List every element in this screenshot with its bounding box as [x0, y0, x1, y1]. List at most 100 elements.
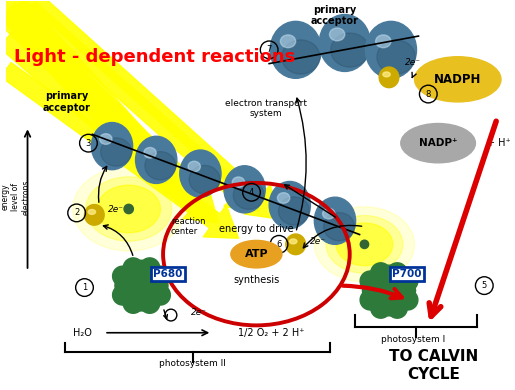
Ellipse shape: [113, 266, 133, 286]
Ellipse shape: [379, 296, 399, 316]
Text: 2e⁻: 2e⁻: [405, 58, 421, 67]
Ellipse shape: [131, 260, 151, 280]
Ellipse shape: [314, 197, 355, 245]
Ellipse shape: [270, 21, 321, 78]
Ellipse shape: [401, 124, 475, 163]
FancyArrowPatch shape: [98, 167, 107, 202]
FancyArrowPatch shape: [296, 98, 306, 230]
Ellipse shape: [371, 298, 391, 318]
Ellipse shape: [113, 285, 133, 305]
Ellipse shape: [330, 28, 345, 41]
Ellipse shape: [231, 240, 282, 268]
Text: synthesis: synthesis: [233, 275, 280, 285]
Ellipse shape: [150, 285, 170, 305]
Ellipse shape: [279, 197, 310, 225]
FancyArrow shape: [0, 0, 173, 184]
Text: primary
acceptor: primary acceptor: [43, 91, 91, 113]
Text: 5: 5: [482, 281, 487, 290]
Text: 2: 2: [74, 208, 79, 217]
Ellipse shape: [286, 234, 305, 255]
Ellipse shape: [319, 14, 370, 71]
Ellipse shape: [131, 276, 151, 296]
Ellipse shape: [88, 209, 96, 214]
Text: 1: 1: [82, 283, 87, 292]
Ellipse shape: [233, 181, 264, 209]
Text: 3: 3: [85, 139, 91, 148]
Ellipse shape: [189, 165, 220, 194]
Ellipse shape: [144, 286, 164, 306]
FancyArrow shape: [31, 0, 279, 219]
Ellipse shape: [360, 240, 369, 248]
Ellipse shape: [124, 204, 133, 214]
Text: ATP: ATP: [245, 249, 268, 259]
Ellipse shape: [331, 33, 369, 67]
Ellipse shape: [99, 134, 112, 144]
Ellipse shape: [224, 166, 265, 213]
Ellipse shape: [366, 21, 417, 78]
Ellipse shape: [131, 291, 151, 311]
Ellipse shape: [73, 167, 185, 251]
Ellipse shape: [278, 193, 290, 203]
Text: energy to drive: energy to drive: [219, 223, 294, 234]
FancyArrowPatch shape: [412, 72, 416, 78]
Ellipse shape: [86, 177, 171, 241]
Ellipse shape: [379, 67, 399, 88]
Text: 1/2 O₂ + 2 H⁺: 1/2 O₂ + 2 H⁺: [238, 328, 304, 338]
Text: primary
acceptor: primary acceptor: [311, 5, 359, 26]
Ellipse shape: [383, 72, 390, 77]
Ellipse shape: [100, 138, 132, 166]
Ellipse shape: [140, 258, 160, 278]
Text: 7: 7: [266, 45, 272, 54]
Ellipse shape: [363, 280, 383, 301]
Ellipse shape: [366, 270, 386, 290]
Ellipse shape: [97, 185, 161, 233]
Ellipse shape: [360, 290, 380, 310]
Text: photosystem I: photosystem I: [382, 335, 445, 344]
Text: P700: P700: [392, 269, 421, 279]
Ellipse shape: [289, 239, 297, 244]
Ellipse shape: [144, 265, 164, 285]
Text: NADPH: NADPH: [434, 73, 482, 86]
Ellipse shape: [398, 271, 418, 291]
Text: electron transport
system: electron transport system: [225, 99, 307, 118]
FancyArrow shape: [0, 31, 218, 223]
Ellipse shape: [148, 276, 168, 296]
Ellipse shape: [123, 258, 143, 278]
Ellipse shape: [123, 293, 143, 313]
Ellipse shape: [140, 293, 160, 313]
Ellipse shape: [371, 263, 391, 283]
Ellipse shape: [282, 40, 320, 74]
Text: 2e⁻: 2e⁻: [191, 308, 207, 317]
FancyArrow shape: [0, 3, 198, 200]
Ellipse shape: [145, 152, 176, 180]
FancyArrowPatch shape: [104, 225, 133, 255]
Ellipse shape: [150, 266, 170, 286]
FancyArrow shape: [15, 0, 259, 211]
Text: photosystem II: photosystem II: [159, 359, 226, 368]
FancyArrow shape: [1, 62, 238, 238]
Ellipse shape: [115, 276, 135, 296]
FancyArrowPatch shape: [303, 225, 362, 248]
Ellipse shape: [377, 40, 415, 74]
Ellipse shape: [387, 298, 407, 318]
Text: P680: P680: [153, 269, 183, 279]
Ellipse shape: [232, 177, 245, 188]
Ellipse shape: [360, 271, 380, 291]
Ellipse shape: [180, 150, 221, 197]
Ellipse shape: [280, 35, 296, 48]
Text: Light - dependent reactions: Light - dependent reactions: [14, 48, 295, 66]
Text: 8: 8: [425, 90, 431, 99]
Text: H₂O: H₂O: [73, 328, 92, 338]
Ellipse shape: [366, 291, 386, 311]
Ellipse shape: [135, 136, 177, 183]
Ellipse shape: [323, 213, 354, 241]
Ellipse shape: [398, 290, 418, 310]
Text: energy
level of
electrons: energy level of electrons: [1, 179, 30, 215]
FancyArrowPatch shape: [164, 310, 167, 319]
FancyArrowPatch shape: [285, 185, 336, 217]
Ellipse shape: [375, 35, 391, 48]
Text: reaction
center: reaction center: [171, 217, 205, 236]
Ellipse shape: [314, 207, 415, 282]
Ellipse shape: [379, 280, 399, 301]
Ellipse shape: [379, 265, 399, 285]
